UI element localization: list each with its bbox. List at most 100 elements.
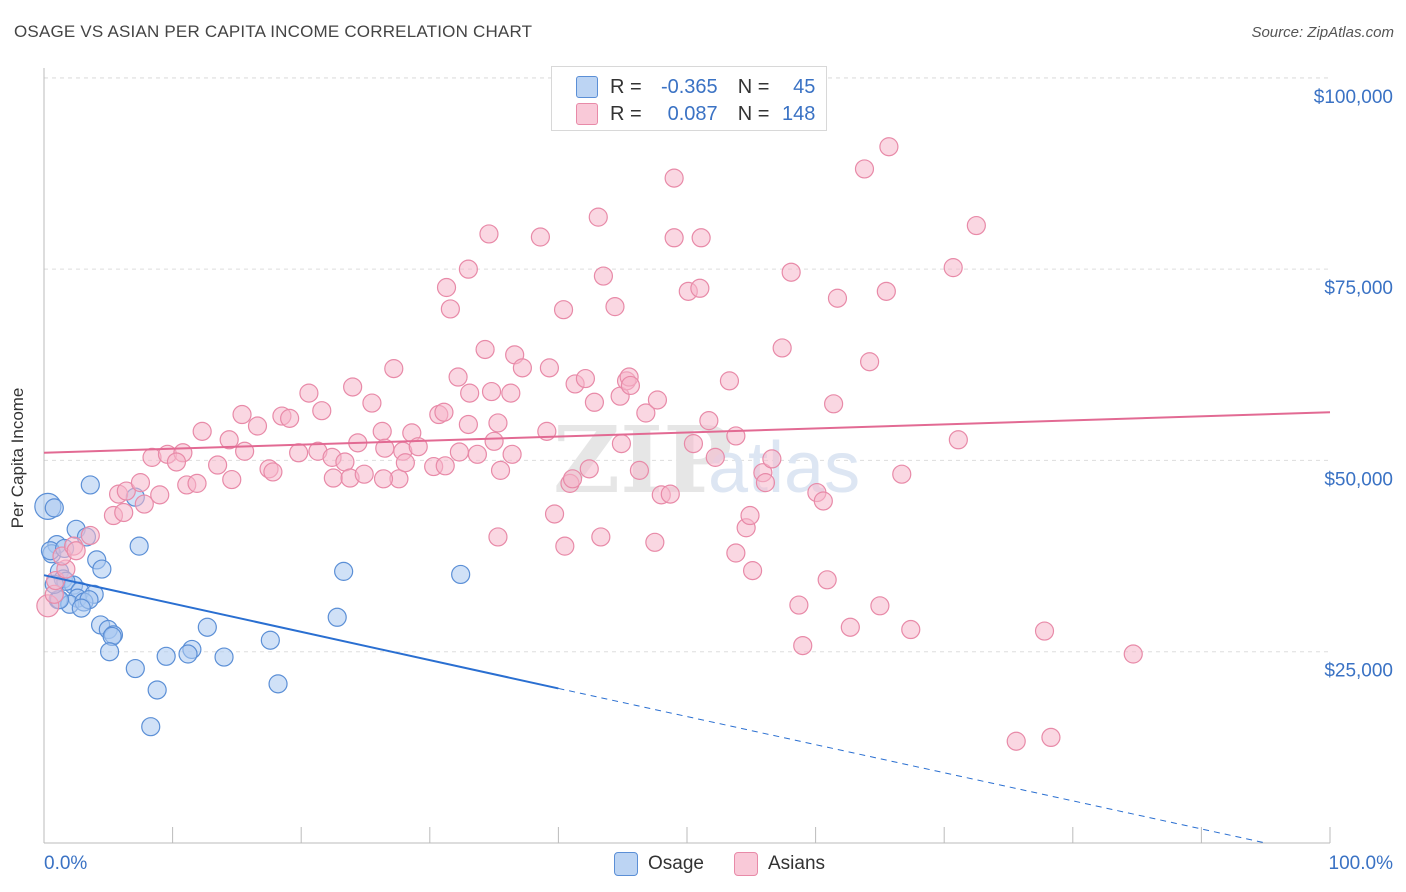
data-point [699,411,719,431]
asians-legend-swatch [734,852,758,876]
data-point [323,468,343,488]
data-point [629,460,650,480]
data-point [372,421,392,441]
data-point [620,375,641,396]
data-point [235,441,255,461]
trend-lines [43,411,1331,844]
data-point [80,525,100,546]
data-point [362,393,382,413]
y-axis-label: Per Capita Income [8,387,27,529]
data-point [705,447,725,467]
data-point [591,527,611,547]
data-point [605,297,625,317]
data-point [219,430,239,450]
data-point [440,299,460,319]
data-point [502,444,522,464]
data-point [539,358,559,378]
data-point [575,368,596,389]
data-point [484,431,504,451]
data-point [247,416,268,436]
data-point [129,536,149,556]
legend-r-value: 0.087 [667,102,718,125]
data-point [860,352,880,372]
data-point [755,473,776,493]
data-point [584,392,605,412]
data-point [66,541,86,561]
data-point [92,559,112,579]
data-point [544,504,565,524]
data-point [813,491,833,511]
data-point [827,288,848,308]
asians-swatch [576,103,598,125]
osage-points [34,475,471,737]
x-tick-label-min: 0.0% [44,853,87,874]
data-point [197,617,217,637]
x-tick-label-max: 100.0% [1329,853,1394,874]
data-point [719,371,740,391]
data-point [870,596,890,616]
osage-legend-label: Osage [648,853,704,874]
y-tick-label: $50,000 [1324,469,1393,490]
data-point [1041,727,1061,748]
data-point [762,449,782,469]
data-point [150,485,170,505]
data-point [555,536,575,556]
legend-r-label: R = [610,75,642,98]
data-point [876,281,896,301]
data-point [611,434,632,454]
data-point [335,452,355,472]
legend-n-value: 148 [782,102,816,125]
data-point [475,339,495,360]
tick-labels: $25,000 $50,000 $75,000 $100,000 0.0% 100.0% [44,87,1393,874]
data-point [1123,644,1143,664]
data-point [793,635,813,656]
legend-n-label: N = [737,75,770,98]
data-point [588,207,608,227]
gridlines [44,77,1330,653]
data-point [156,646,176,666]
data-point [71,598,91,618]
y-tick-label: $100,000 [1314,87,1393,108]
data-point [645,532,665,552]
data-point [187,473,207,493]
osage-swatch [576,76,598,98]
data-point [481,381,502,402]
data-point [593,266,614,286]
data-point [448,367,468,387]
asians-points [36,137,1143,751]
data-point [691,228,711,248]
data-point [312,401,332,421]
data-point [579,459,599,479]
data-point [683,434,704,454]
data-point [948,430,968,450]
data-point [134,494,154,514]
axes [43,68,1331,844]
data-point [125,658,145,679]
data-point [99,642,120,662]
data-point [80,475,100,495]
data-point [562,469,583,489]
data-point [479,224,499,244]
data-point [384,359,404,379]
data-point [289,443,309,463]
data-point [116,481,136,501]
data-point [789,595,809,615]
legend-item-asians: Asians [734,852,825,876]
data-point [892,464,912,484]
asians-trend-line [43,411,1331,454]
data-point [114,502,134,523]
data-point [488,413,508,433]
data-point [664,168,684,188]
data-point [395,453,415,473]
data-point [458,414,478,435]
data-point [501,383,521,403]
data-point [817,570,837,590]
osage-legend-swatch [614,852,638,876]
data-point [1034,621,1055,641]
data-point [553,300,574,320]
data-point [966,215,986,236]
data-point [434,402,454,422]
data-point [222,469,242,490]
